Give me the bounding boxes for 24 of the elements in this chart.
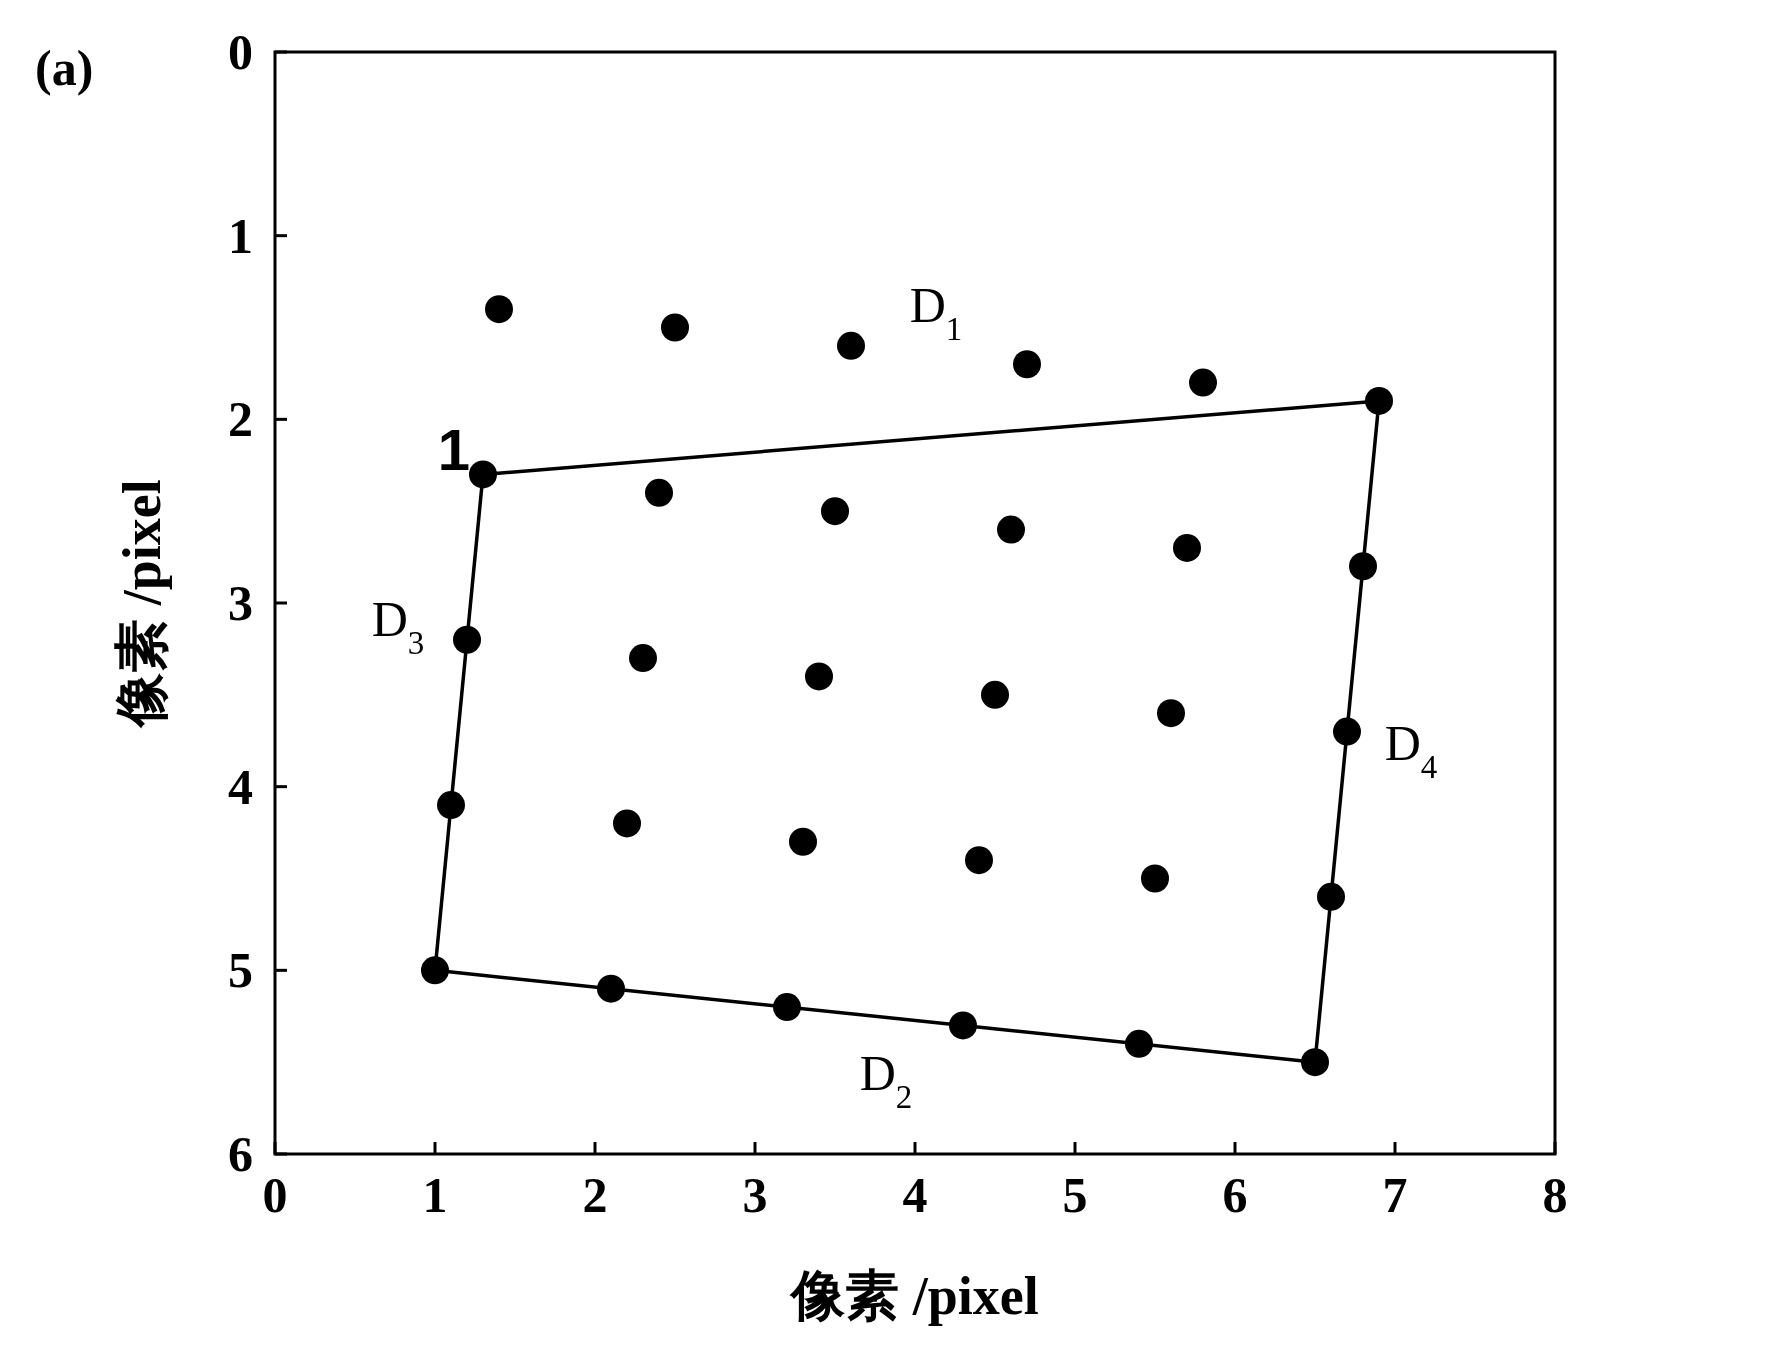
y-tick-label: 5 xyxy=(228,942,253,999)
x-tick-label: 3 xyxy=(742,1167,768,1223)
y-tick-label: 2 xyxy=(228,391,253,448)
text: (a) xyxy=(35,40,94,96)
y-tick-label: 0 xyxy=(228,24,253,80)
annotation: 1 xyxy=(437,417,471,482)
x-tick-label: 2 xyxy=(582,1167,608,1223)
y-tick-label: 4 xyxy=(228,758,253,815)
y-tick-label: 3 xyxy=(228,575,253,631)
x-tick-label: 1 xyxy=(422,1167,448,1223)
annotation: D$_{2}$ xyxy=(859,1045,913,1115)
x-axis-title: 像素 /pixel xyxy=(789,1266,1039,1326)
x-tick-label: 0 xyxy=(262,1167,288,1223)
y-tick-label: 6 xyxy=(228,1126,253,1182)
x-tick-label: 5 xyxy=(1062,1167,1088,1223)
annotation: D$_{3}$ xyxy=(371,591,425,661)
x-tick-label: 7 xyxy=(1382,1167,1408,1223)
x-tick-label: 8 xyxy=(1542,1167,1568,1223)
x-tick-label: 6 xyxy=(1222,1167,1248,1223)
x-tick-label: 4 xyxy=(902,1167,928,1223)
y-tick-label: 1 xyxy=(228,207,253,264)
annotation: D$_{1}$ xyxy=(909,277,963,347)
annotation: D$_{4}$ xyxy=(1384,715,1438,785)
y-axis-title: 像素 /pixel xyxy=(112,479,172,729)
